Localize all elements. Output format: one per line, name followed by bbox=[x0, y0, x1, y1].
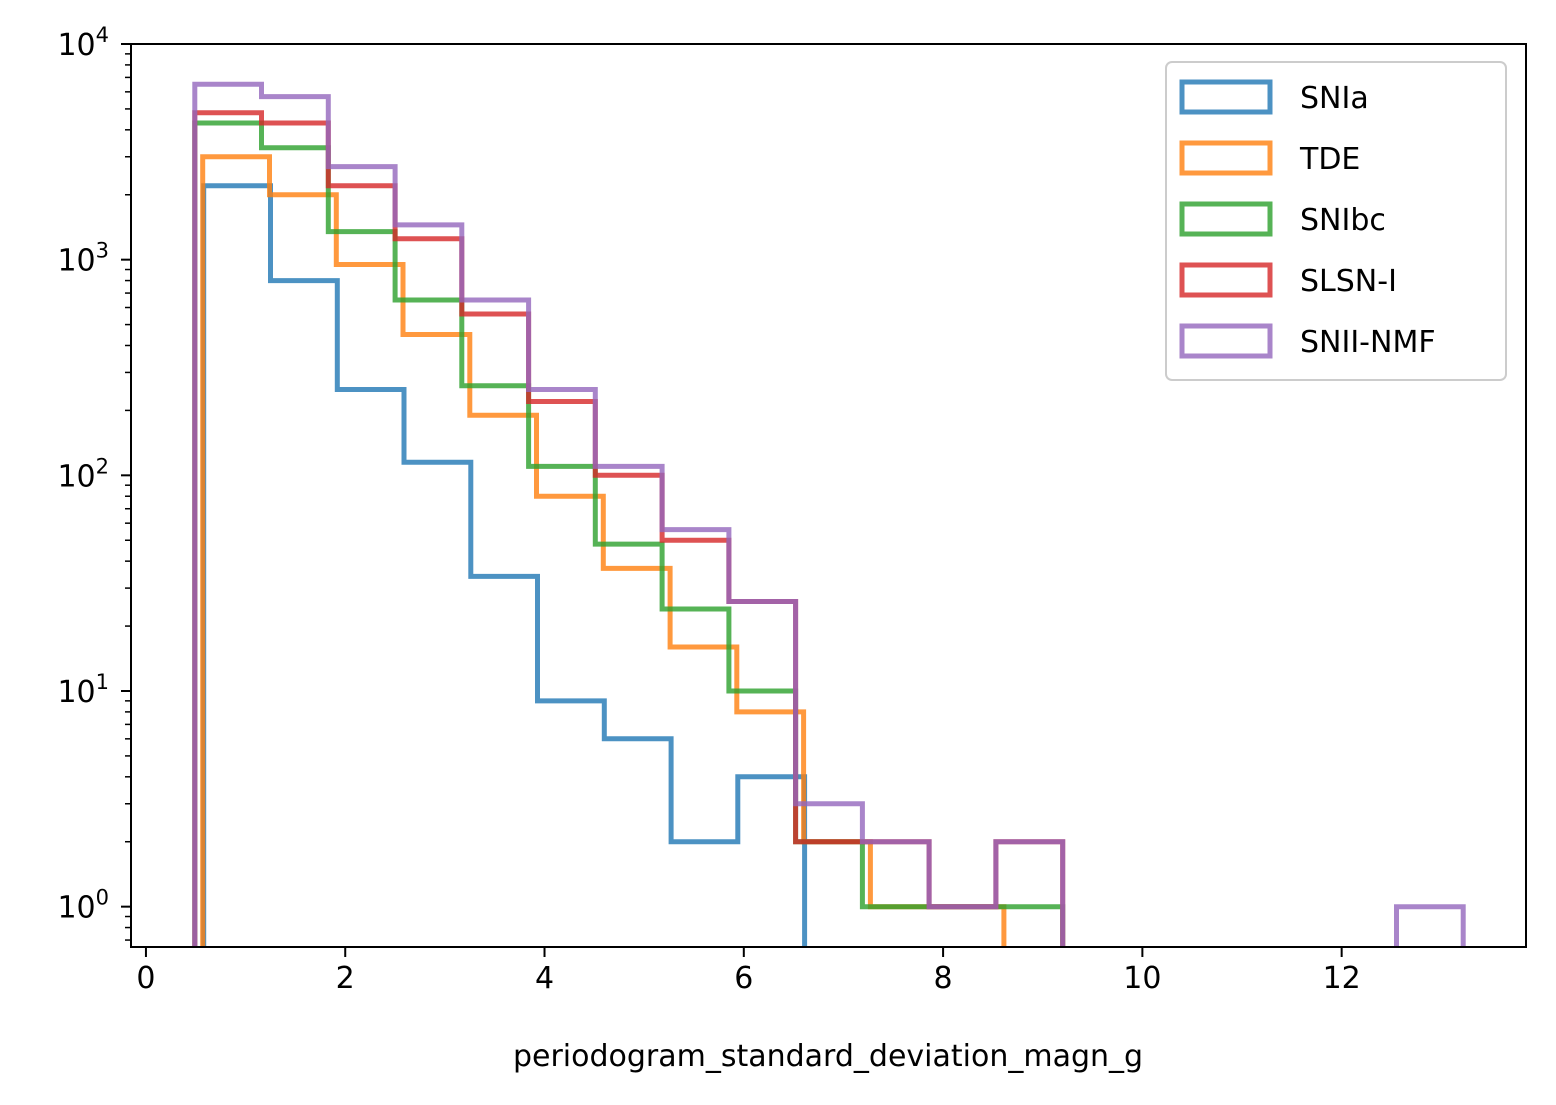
y-axis: 100 101 102 103 104 bbox=[57, 23, 131, 941]
y-tick-label: 104 bbox=[57, 23, 109, 63]
legend-label-snii-nmf: SNII-NMF bbox=[1300, 325, 1436, 360]
legend-swatch-slsn-i bbox=[1179, 262, 1273, 298]
legend: SNIa TDE SNIbc SLSN-I SNII-NMF bbox=[1165, 61, 1507, 381]
x-tick-label: 8 bbox=[934, 961, 953, 996]
series-snii-nmf bbox=[192, 81, 1466, 947]
x-tick-label: 6 bbox=[734, 961, 753, 996]
legend-swatch-snii-nmf bbox=[1179, 323, 1273, 359]
x-tick-label: 0 bbox=[136, 961, 155, 996]
y-tick-label: 102 bbox=[57, 454, 109, 494]
legend-swatch-snibc bbox=[1179, 201, 1273, 237]
x-tick-label: 10 bbox=[1123, 961, 1161, 996]
x-tick-label: 12 bbox=[1323, 961, 1361, 996]
x-axis: 0 2 4 6 8 10 12 bbox=[136, 947, 1361, 996]
y-tick-label: 100 bbox=[57, 886, 109, 926]
legend-label-snia: SNIa bbox=[1300, 81, 1369, 116]
x-axis-label: periodogram_standard_deviation_magn_g bbox=[513, 1039, 1143, 1074]
legend-label-slsn-i: SLSN-I bbox=[1300, 264, 1397, 299]
series-snia bbox=[201, 183, 808, 947]
y-tick-label: 101 bbox=[57, 670, 109, 710]
series-layer bbox=[192, 81, 1466, 947]
y-tick-label: 103 bbox=[57, 239, 109, 279]
legend-swatch-snia bbox=[1179, 79, 1273, 115]
legend-label-snibc: SNIbc bbox=[1300, 203, 1386, 238]
x-tick-label: 2 bbox=[336, 961, 355, 996]
x-tick-label: 4 bbox=[535, 961, 554, 996]
legend-label-tde: TDE bbox=[1299, 142, 1360, 177]
legend-swatch-tde bbox=[1179, 140, 1273, 176]
